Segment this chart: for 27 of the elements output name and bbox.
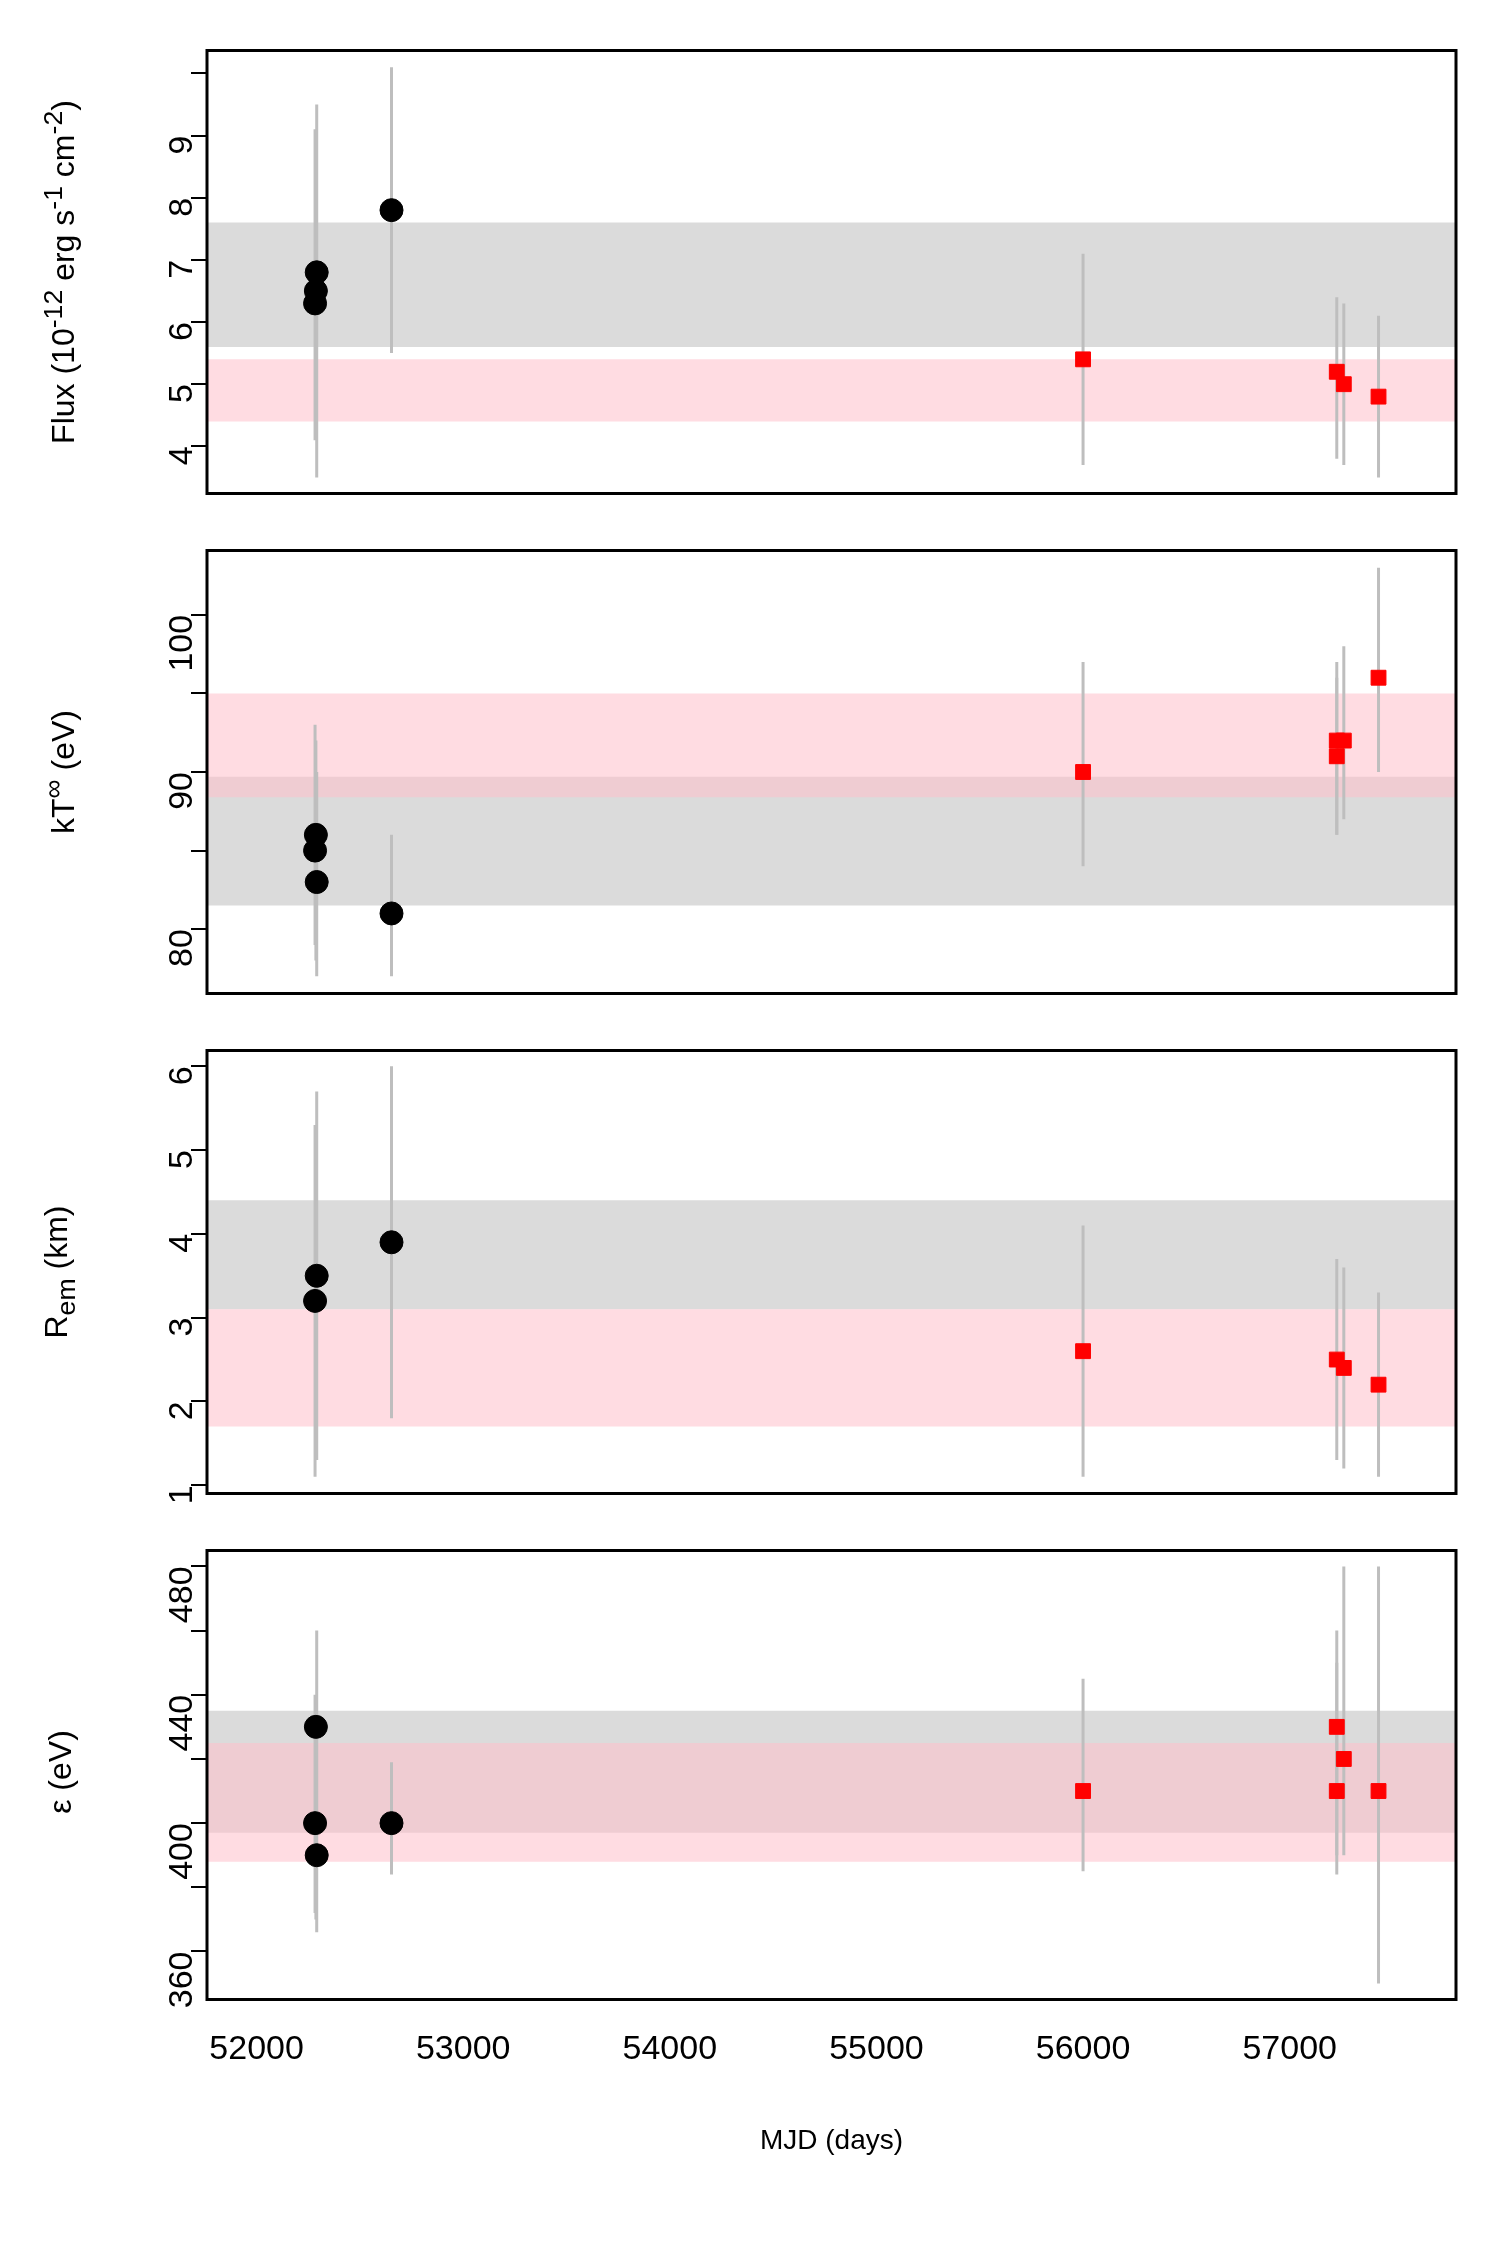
y-tick-label: 1 — [161, 1485, 200, 1505]
y-tick-label: 440 — [161, 1694, 200, 1752]
y-tick-label: 4 — [161, 1233, 200, 1253]
y-tick-label: 360 — [161, 1951, 200, 2009]
x-axis-title: MJD (days) — [759, 2123, 904, 2155]
y-tick-label: 8 — [161, 197, 200, 217]
y-tick-label: 3 — [161, 1317, 200, 1337]
y-tick-label: 400 — [161, 1823, 200, 1880]
y-tick-label: 4 — [161, 446, 200, 466]
y-tick-label: 6 — [161, 322, 200, 341]
x-tick-label: 57000 — [1242, 2028, 1337, 2067]
y-tick-label: 6 — [161, 1066, 200, 1086]
x-tick-label: 53000 — [415, 2028, 511, 2067]
y-tick-label: 2 — [161, 1401, 200, 1421]
x-tick-label: 55000 — [829, 2028, 924, 2067]
y-tick-label: 90 — [161, 772, 200, 810]
x-tick-label: 52000 — [209, 2028, 304, 2067]
y-tick-label: 100 — [161, 614, 200, 672]
y-tick-label: 9 — [161, 135, 200, 155]
y-tick-label: 7 — [161, 259, 200, 279]
y-tick-label: 5 — [161, 384, 200, 404]
y-axis-title: ε (eV) — [41, 1730, 79, 1814]
y-tick-label: 480 — [161, 1566, 200, 1624]
x-tick-label: 56000 — [1035, 2028, 1131, 2067]
y-tick-label: 5 — [161, 1150, 200, 1170]
x-tick-label: 54000 — [622, 2028, 718, 2067]
y-tick-label: 80 — [161, 929, 200, 967]
